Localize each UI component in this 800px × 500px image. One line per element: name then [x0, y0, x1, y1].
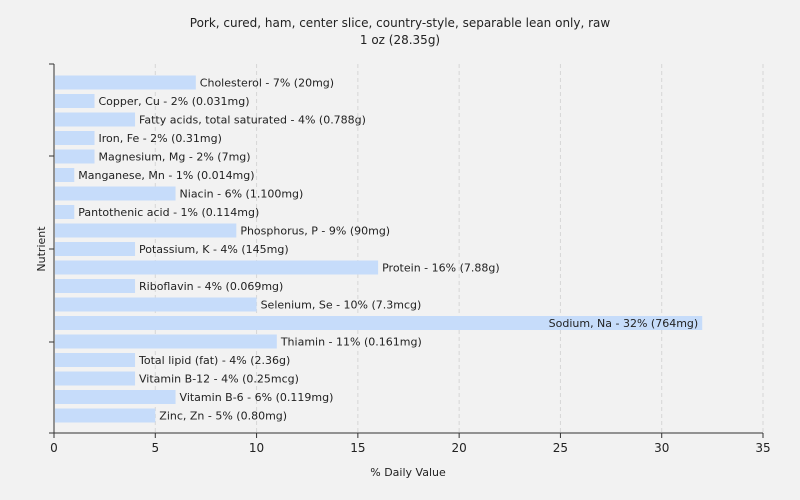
- gridlines: [154, 64, 764, 433]
- bar-label-3: Iron, Fe - 2% (0.31mg): [99, 132, 222, 145]
- x-tick-label-1: 5: [151, 441, 159, 455]
- x-axis-title: % Daily Value: [370, 466, 446, 479]
- axes: 0 5 10 15 20 25 30 35: [49, 63, 771, 455]
- bar-8: [55, 223, 237, 238]
- bar-16: [55, 371, 136, 386]
- x-tick-label-3: 15: [350, 441, 365, 455]
- bar-label-1: Copper, Cu - 2% (0.031mg): [99, 95, 250, 108]
- bar-10: [55, 260, 379, 275]
- bar-label-10: Protein - 16% (7.88g): [382, 262, 500, 275]
- x-tick-label-0: 0: [50, 441, 58, 455]
- bar-17: [55, 390, 176, 404]
- bar-4: [55, 149, 95, 164]
- bar-label-7: Pantothenic acid - 1% (0.114mg): [78, 206, 259, 219]
- bar-6: [55, 186, 176, 201]
- bar-label-13: Sodium, Na - 32% (764mg): [549, 317, 699, 330]
- bar-label-15: Total lipid (fat) - 4% (2.36g): [138, 354, 290, 367]
- bar-label-0: Cholesterol - 7% (20mg): [200, 77, 334, 90]
- x-tick-label-7: 35: [755, 441, 770, 455]
- bar-12: [55, 297, 257, 312]
- bar-3: [55, 131, 95, 145]
- bar-1: [55, 94, 95, 108]
- y-axis-title: Nutrient: [35, 226, 48, 272]
- bar-15: [55, 353, 136, 367]
- bar-2: [55, 112, 136, 127]
- x-tick-label-6: 30: [654, 441, 669, 455]
- bar-label-5: Manganese, Mn - 1% (0.014mg): [78, 169, 254, 182]
- bar-label-4: Magnesium, Mg - 2% (7mg): [99, 151, 251, 164]
- bar-label-16: Vitamin B-12 - 4% (0.25mcg): [139, 373, 299, 386]
- bar-9: [55, 242, 136, 256]
- bar-label-2: Fatty acids, total saturated - 4% (0.788…: [139, 114, 366, 127]
- chart-title: Pork, cured, ham, center slice, country-…: [190, 16, 611, 30]
- bar-label-12: Selenium, Se - 10% (7.3mcg): [261, 299, 422, 312]
- x-tick-label-5: 25: [553, 441, 568, 455]
- bar-11: [55, 279, 136, 293]
- bar-14: [55, 334, 277, 349]
- bar-0: [55, 75, 196, 90]
- bar-label-14: Thiamin - 11% (0.161mg): [280, 336, 422, 349]
- x-tick-label-2: 10: [249, 441, 264, 455]
- bars: Cholesterol - 7% (20mg) Copper, Cu - 2% (…: [55, 75, 703, 423]
- bar-label-11: Riboflavin - 4% (0.069mg): [139, 280, 283, 293]
- bar-label-8: Phosphorus, P - 9% (90mg): [240, 225, 390, 238]
- bar-13: [55, 316, 703, 330]
- bar-label-6: Niacin - 6% (1.100mg): [180, 188, 304, 201]
- bar-label-18: Zinc, Zn - 5% (0.80mg): [159, 410, 287, 423]
- x-tick-label-4: 20: [452, 441, 467, 455]
- bar-label-17: Vitamin B-6 - 6% (0.119mg): [180, 391, 334, 404]
- chart-subtitle: 1 oz (28.35g): [360, 33, 440, 47]
- bar-label-9: Potassium, K - 4% (145mg): [139, 243, 289, 256]
- bar-7: [55, 205, 75, 219]
- bar-5: [55, 168, 75, 182]
- bar-18: [55, 408, 156, 423]
